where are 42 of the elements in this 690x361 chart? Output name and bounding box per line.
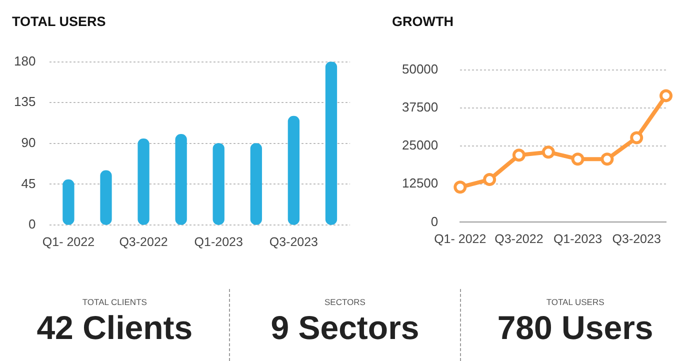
- point: [630, 131, 644, 144]
- text: 780 Users: [496, 309, 654, 347]
- bar: [288, 116, 300, 225]
- bar: [325, 62, 338, 225]
- y-tick-label: 45: [21, 176, 36, 191]
- y-tick-label: 180: [14, 53, 36, 68]
- y-tick-label: 0: [28, 216, 36, 232]
- text: TOTAL USERS: [545, 297, 606, 307]
- x-tick-label: Q3-2022: [119, 234, 168, 249]
- x-tick-label: Q1- 2022: [42, 234, 95, 249]
- x-tick-label: Q1- 2022: [434, 232, 486, 246]
- x-tick-label: Q1-2023: [553, 232, 602, 246]
- point: [483, 173, 496, 186]
- text: 42 Clients: [36, 309, 194, 347]
- y-tick-label: 25000: [402, 138, 438, 153]
- chart-title: TOTAL USERS: [11, 13, 107, 31]
- bar: [212, 143, 224, 225]
- y-tick-label: 90: [21, 134, 36, 150]
- point: [542, 146, 555, 159]
- y-tick-label: 50000: [402, 61, 438, 76]
- bar: [62, 179, 74, 225]
- bar: [175, 134, 187, 225]
- point: [454, 180, 467, 194]
- y-tick-label: 0: [430, 214, 438, 229]
- chart-title: GROWTH: [391, 13, 454, 31]
- y-tick-label: 135: [14, 94, 36, 110]
- bar: [138, 138, 150, 225]
- x-tick-label: Q3-2023: [269, 234, 318, 249]
- point: [600, 152, 614, 166]
- point: [571, 152, 584, 166]
- bar: [100, 170, 112, 225]
- point: [660, 89, 672, 102]
- x-tick-label: Q3-2023: [612, 232, 661, 246]
- text: 9 Sectors: [270, 309, 420, 347]
- x-tick-label: Q3-2022: [494, 232, 544, 246]
- bar: [250, 143, 262, 225]
- point: [512, 148, 526, 162]
- x-tick-label: Q1-2023: [194, 234, 243, 249]
- y-tick-label: 12500: [402, 176, 438, 191]
- text: SECTORS: [324, 297, 366, 307]
- text: TOTAL CLIENTS: [81, 297, 148, 307]
- y-tick-label: 37500: [402, 99, 438, 114]
